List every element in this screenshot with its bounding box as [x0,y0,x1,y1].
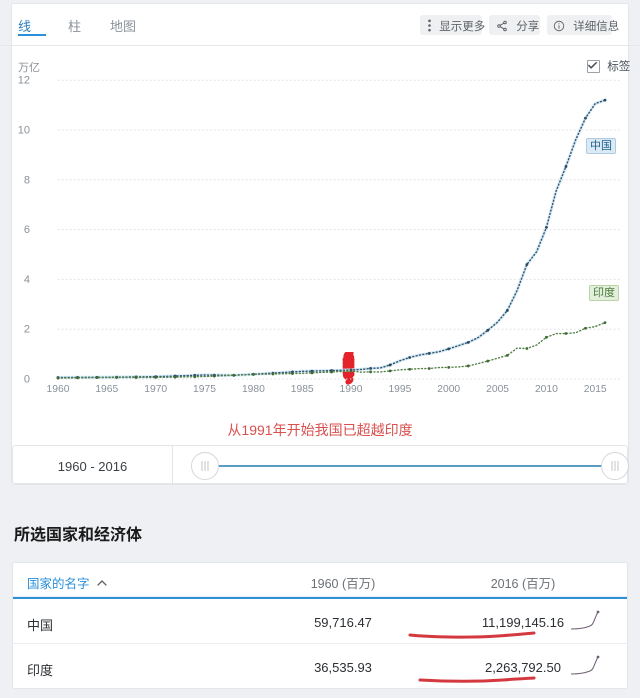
svg-text:1975: 1975 [193,384,216,395]
svg-text:10: 10 [18,125,30,137]
svg-text:8: 8 [24,174,30,186]
svg-text:0: 0 [24,374,30,386]
svg-text:1985: 1985 [291,384,314,395]
svg-text:1970: 1970 [144,384,167,395]
svg-text:2005: 2005 [486,384,509,395]
svg-text:6: 6 [24,224,30,236]
svg-text:2010: 2010 [535,384,558,395]
svg-text:1995: 1995 [388,384,411,395]
svg-text:4: 4 [24,274,30,286]
svg-text:1960: 1960 [47,384,70,395]
svg-text:1965: 1965 [95,384,118,395]
svg-text:2: 2 [24,324,30,336]
svg-text:1990: 1990 [340,384,363,395]
svg-text:2015: 2015 [584,384,607,395]
svg-text:1980: 1980 [242,384,265,395]
svg-text:12: 12 [18,75,30,87]
svg-text:2000: 2000 [437,384,460,395]
